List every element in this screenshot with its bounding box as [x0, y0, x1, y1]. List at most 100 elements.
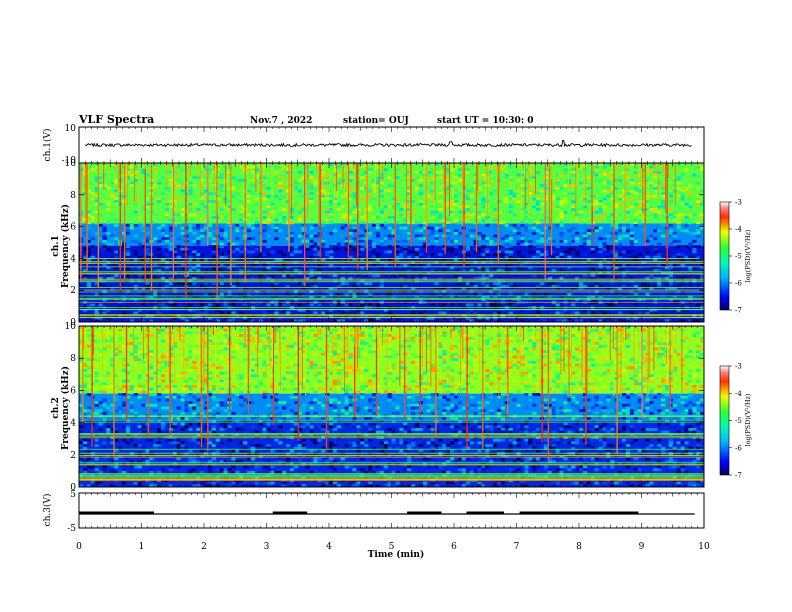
- spectrogram-cell: [313, 231, 318, 235]
- spectrogram-cell: [129, 406, 134, 410]
- spectrogram-cell: [94, 186, 99, 190]
- spectrogram-cell: [176, 446, 181, 450]
- spectrogram-cell: [598, 242, 603, 246]
- spectrogram-cell: [504, 178, 509, 182]
- spectrogram-cell: [161, 422, 166, 426]
- spectrogram-cell: [532, 205, 537, 209]
- spectrogram-cell: [321, 311, 326, 315]
- spectrogram-cell: [145, 449, 150, 453]
- spectrogram-cell: [200, 253, 205, 257]
- spectrogram-cell: [336, 308, 342, 312]
- spectrogram-cell: [106, 425, 111, 429]
- spectrogram-cell: [161, 245, 166, 249]
- spectrogram-cell: [133, 457, 138, 461]
- spectrogram-cell: [184, 403, 189, 407]
- spectrogram-cell: [590, 170, 595, 174]
- spectrogram-cell: [418, 221, 424, 225]
- spectrogram-cell: [387, 276, 392, 280]
- spectrogram-cell: [188, 460, 193, 464]
- spectrogram-cell: [196, 441, 201, 445]
- spectrogram-cell: [219, 406, 224, 410]
- spectrogram-cell: [90, 465, 95, 469]
- spectrogram-cell: [395, 303, 400, 307]
- spectrogram-cell: [223, 425, 228, 429]
- spectrogram-cell: [395, 239, 400, 243]
- spectrogram-cell: [79, 376, 84, 380]
- spectrogram-cell: [633, 192, 638, 196]
- spectrogram-cell: [325, 250, 330, 254]
- spectrogram-cell: [692, 245, 697, 249]
- spectrogram-cell: [121, 376, 127, 380]
- spectrogram-cell: [661, 192, 666, 196]
- spectrogram-cell: [493, 218, 498, 222]
- spectrogram-cell: [125, 387, 131, 391]
- spectrogram-cell: [149, 295, 154, 299]
- spectrogram-cell: [188, 213, 193, 217]
- spectrogram-cell: [180, 347, 185, 351]
- spectrogram-cell: [215, 319, 220, 323]
- spectrogram-cell: [192, 176, 197, 180]
- spectrogram-cell: [270, 311, 275, 315]
- spectrogram-cell: [426, 239, 431, 243]
- spectrogram-cell: [539, 202, 545, 206]
- spectrogram-cell: [246, 387, 252, 391]
- spectrogram-cell: [598, 250, 603, 254]
- spectrogram-cell: [254, 202, 259, 206]
- spectrogram-cell: [567, 242, 572, 246]
- spectrogram-cell: [625, 269, 631, 272]
- spectrogram-cell: [157, 441, 162, 445]
- spectrogram-cell: [633, 221, 638, 225]
- spectrogram-cell: [321, 242, 326, 246]
- spectrogram-cell: [438, 208, 443, 211]
- spectrogram-cell: [383, 263, 388, 267]
- spectrogram-cell: [407, 269, 412, 272]
- spectrogram-cell: [403, 239, 408, 243]
- spectrogram-cell: [121, 468, 127, 472]
- spectrogram-cell: [680, 276, 685, 280]
- spectrogram-cell: [286, 261, 291, 264]
- spectrogram-cell: [352, 226, 357, 230]
- spectrogram-cell: [102, 200, 107, 204]
- spectrogram-cell: [246, 200, 252, 204]
- spectrogram-cell: [227, 266, 232, 270]
- spectrogram-cell: [161, 328, 166, 332]
- spectrogram-cell: [641, 165, 646, 169]
- spectrogram-cell: [86, 253, 92, 257]
- spectrogram-cell: [192, 468, 197, 472]
- spectrogram-cell: [129, 342, 134, 346]
- sferic-streak: [103, 163, 105, 187]
- spectrogram-cell: [98, 350, 103, 354]
- spectrogram-cell: [500, 247, 506, 251]
- spectrogram-cell: [157, 360, 162, 364]
- spectrogram-cell: [121, 366, 127, 370]
- spectrogram-cell: [274, 165, 279, 169]
- spectrogram-cell: [430, 292, 435, 296]
- spectrogram-cell: [411, 176, 416, 180]
- spectrogram-cell: [418, 223, 424, 227]
- spectrogram-cell: [79, 366, 84, 370]
- spectrogram-cell: [399, 316, 404, 320]
- spectrogram-cell: [125, 430, 131, 434]
- spectrogram-cell: [575, 208, 580, 211]
- spectrogram-cell: [102, 374, 107, 378]
- spectrogram-cell: [625, 263, 631, 267]
- sferic-streak: [502, 163, 504, 168]
- spectrogram-cell: [207, 430, 213, 434]
- spectrogram-cell: [528, 163, 533, 166]
- spectrogram-cell: [700, 276, 705, 280]
- spectrogram-cell: [157, 295, 162, 299]
- spectrogram-cell: [196, 366, 201, 370]
- spectrogram-cell: [430, 231, 435, 235]
- spectrogram-cell: [172, 316, 177, 320]
- spectrogram-cell: [536, 192, 541, 196]
- spectrogram-cell: [493, 308, 498, 312]
- spectrogram-cell: [110, 218, 115, 222]
- spectrogram-cell: [579, 197, 584, 201]
- spectrogram-cell: [90, 427, 95, 431]
- spectrogram-cell: [258, 253, 263, 257]
- spectrogram-cell: [246, 178, 252, 182]
- spectrogram-cell: [606, 316, 611, 320]
- spectrogram-cell: [629, 237, 634, 241]
- spectrogram-cell: [141, 385, 146, 389]
- spectrogram-cell: [555, 284, 560, 288]
